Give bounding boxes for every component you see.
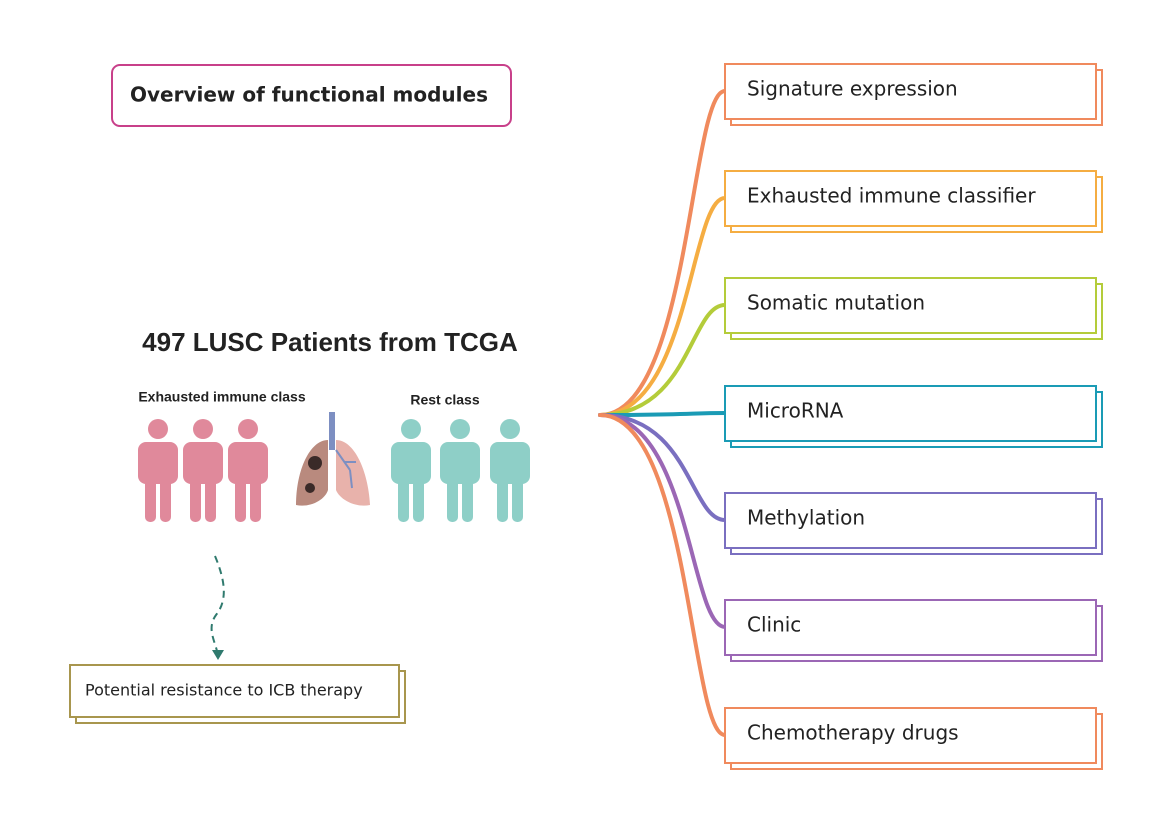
module-box	[724, 63, 1097, 120]
connector	[598, 413, 727, 522]
connector	[598, 89, 727, 417]
connector	[598, 196, 727, 417]
connector	[598, 413, 727, 629]
module-box	[724, 170, 1097, 227]
module-box	[724, 277, 1097, 334]
arrow	[210, 555, 225, 659]
group-label: Exhausted immune class	[138, 389, 306, 405]
outcome: Potential resistance to ICB therapy	[85, 681, 363, 700]
group-label: Rest class	[410, 392, 479, 408]
module-label: Signature expression	[747, 77, 958, 101]
module-label: MicroRNA	[747, 399, 844, 423]
connector	[598, 303, 727, 417]
module-label: Chemotherapy drugs	[747, 721, 959, 745]
connector	[598, 413, 727, 737]
outcome-box	[69, 664, 400, 718]
module-box	[724, 707, 1097, 764]
arrow-head	[212, 650, 224, 660]
module-box	[724, 492, 1097, 549]
module-label: Methylation	[747, 506, 865, 530]
module-label: Exhausted immune classifier	[747, 184, 1036, 208]
module-label: Somatic mutation	[747, 291, 925, 315]
title: Overview of functional modules	[130, 83, 488, 107]
rest-people	[391, 419, 530, 522]
cohort-title: 497 LUSC Patients from TCGA	[142, 327, 518, 357]
module-box	[724, 599, 1097, 656]
module-box	[724, 385, 1097, 442]
exhausted-people	[138, 419, 268, 522]
module-label: Clinic	[747, 613, 801, 637]
connector	[598, 411, 727, 417]
title-box	[111, 64, 512, 127]
lungs-icon	[296, 412, 370, 506]
modules: Signature expression Exhausted immune cla…	[598, 63, 1103, 770]
